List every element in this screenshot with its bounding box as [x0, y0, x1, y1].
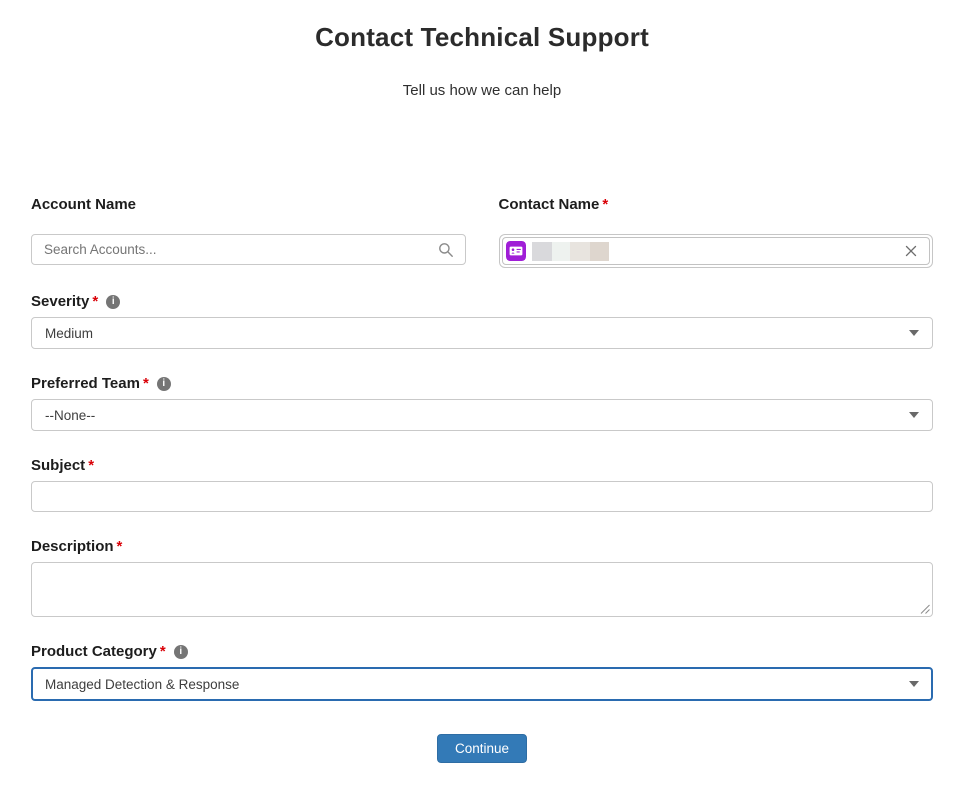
page-subtitle: Tell us how we can help — [402, 82, 562, 99]
continue-button[interactable]: Continue — [436, 734, 528, 763]
required-asterisk: * — [88, 457, 95, 474]
chevron-down-icon — [909, 412, 919, 418]
subject-label: Subject * — [31, 457, 933, 474]
description-field — [31, 562, 933, 617]
redacted-contact-name — [531, 241, 609, 261]
info-icon[interactable] — [173, 644, 188, 659]
severity-label-text: Severity — [31, 293, 90, 310]
preferred-team-select[interactable]: --None-- — [31, 399, 933, 431]
info-icon[interactable] — [106, 294, 121, 309]
required-asterisk: * — [159, 643, 166, 660]
description-label-text: Description — [31, 538, 114, 555]
account-name-label-text: Account Name — [31, 196, 137, 213]
required-asterisk: * — [142, 375, 149, 392]
product-category-select[interactable]: Managed Detection & Response — [31, 667, 933, 701]
description-textarea[interactable] — [31, 562, 933, 617]
preferred-team-value: --None-- — [45, 407, 96, 423]
description-group: Description * — [31, 538, 933, 617]
severity-group: Severity * Medium — [31, 293, 933, 349]
account-name-label: Account Name — [31, 196, 466, 213]
account-name-group: Account Name — [31, 196, 466, 268]
severity-select[interactable]: Medium — [31, 317, 933, 349]
product-category-label: Product Category * — [31, 643, 933, 660]
required-asterisk: * — [602, 196, 609, 213]
form-actions: Continue — [31, 734, 933, 763]
clear-contact-icon[interactable] — [904, 244, 918, 258]
contact-selected-field — [498, 234, 933, 268]
contact-pill[interactable] — [501, 237, 930, 265]
required-asterisk: * — [92, 293, 99, 310]
subject-label-text: Subject — [31, 457, 86, 474]
contact-support-page: Contact Technical Support Tell us how we… — [0, 22, 964, 763]
severity-label: Severity * — [31, 293, 933, 310]
description-label: Description * — [31, 538, 933, 555]
preferred-team-label: Preferred Team * — [31, 375, 933, 392]
account-search-input[interactable] — [31, 234, 466, 265]
preferred-team-label-text: Preferred Team — [31, 375, 140, 392]
account-contact-row: Account Name Contact Name * — [31, 196, 933, 268]
product-category-group: Product Category * Managed Detection & R… — [31, 643, 933, 701]
product-category-label-text: Product Category — [31, 643, 157, 660]
subject-group: Subject * — [31, 457, 933, 512]
account-lookup — [31, 234, 466, 265]
resize-grip-icon[interactable] — [919, 603, 930, 614]
contact-name-label-text: Contact Name — [498, 196, 600, 213]
product-category-value: Managed Detection & Response — [45, 676, 240, 692]
chevron-down-icon — [909, 681, 919, 687]
search-icon[interactable] — [438, 242, 454, 258]
page-title: Contact Technical Support — [315, 22, 649, 52]
chevron-down-icon — [909, 330, 919, 336]
support-form: Account Name Contact Name * — [31, 196, 933, 763]
info-icon[interactable] — [156, 376, 171, 391]
contact-name-label: Contact Name * — [499, 196, 934, 213]
severity-value: Medium — [45, 325, 94, 341]
contact-card-icon — [505, 241, 526, 261]
subject-input[interactable] — [31, 481, 933, 512]
preferred-team-group: Preferred Team * --None-- — [31, 375, 933, 431]
required-asterisk: * — [116, 538, 123, 555]
contact-name-group: Contact Name * — [498, 196, 934, 268]
